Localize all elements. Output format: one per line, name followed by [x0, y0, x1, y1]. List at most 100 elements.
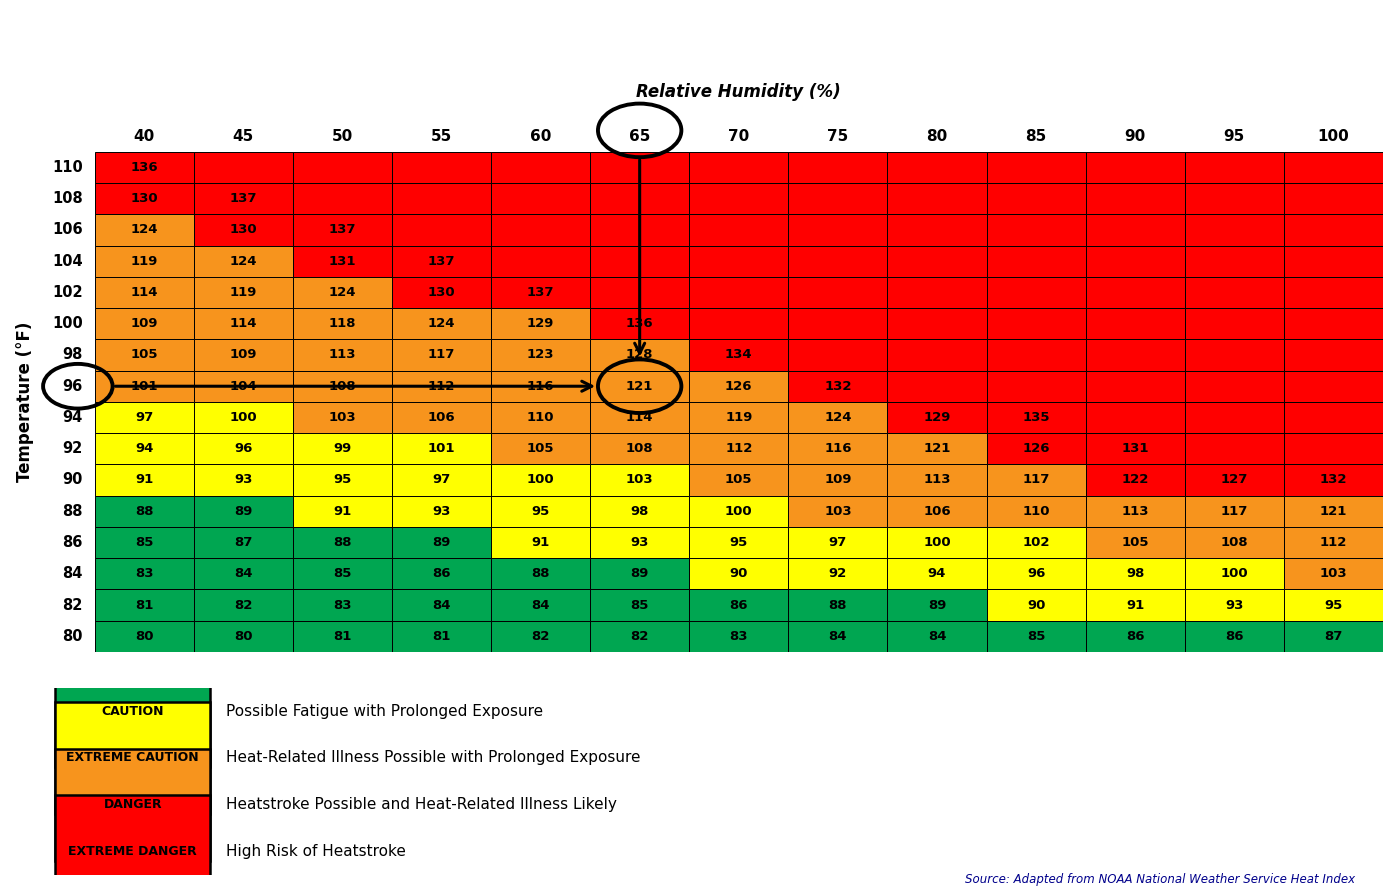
Text: 80: 80	[135, 630, 153, 643]
Text: 94: 94	[135, 442, 153, 455]
Bar	[1184, 433, 1284, 464]
Bar	[689, 402, 788, 433]
Text: 84: 84	[63, 566, 82, 581]
Text: 121: 121	[1319, 505, 1347, 518]
Text: 116: 116	[527, 380, 555, 393]
Bar	[293, 402, 392, 433]
Bar	[491, 496, 591, 527]
Bar	[95, 339, 193, 371]
Bar	[392, 339, 491, 371]
Text: 108: 108	[626, 442, 653, 455]
Bar	[193, 621, 293, 652]
Bar	[392, 214, 491, 246]
Bar	[95, 371, 193, 402]
Text: 104: 104	[229, 380, 257, 393]
Bar	[95, 183, 193, 214]
Bar	[591, 496, 689, 527]
Text: 90: 90	[1125, 129, 1145, 145]
Bar	[56, 702, 210, 814]
Bar	[293, 152, 392, 183]
Bar	[689, 496, 788, 527]
Text: 89: 89	[234, 505, 253, 518]
Bar	[788, 214, 887, 246]
Text: 92: 92	[828, 567, 847, 580]
Bar	[887, 308, 987, 339]
Text: 60: 60	[530, 129, 552, 145]
Bar	[95, 308, 193, 339]
Text: 137: 137	[527, 286, 555, 299]
Bar	[1184, 496, 1284, 527]
Text: 88: 88	[63, 504, 82, 519]
Text: 106: 106	[428, 411, 456, 424]
Text: 93: 93	[234, 473, 253, 487]
Bar	[591, 371, 689, 402]
Text: 87: 87	[234, 536, 253, 549]
Bar	[1284, 214, 1383, 246]
Bar	[293, 558, 392, 589]
Bar	[95, 214, 193, 246]
Text: 95: 95	[1223, 129, 1245, 145]
Bar	[591, 527, 689, 558]
Text: 130: 130	[229, 223, 257, 237]
Bar	[1086, 214, 1184, 246]
Bar	[95, 277, 193, 308]
Text: High Risk of Heatstroke: High Risk of Heatstroke	[227, 844, 406, 859]
Text: 100: 100	[923, 536, 951, 549]
Bar	[491, 433, 591, 464]
Bar	[1284, 496, 1383, 527]
Bar	[491, 183, 591, 214]
Bar	[491, 214, 591, 246]
Text: 95: 95	[531, 505, 549, 518]
Bar	[491, 339, 591, 371]
Text: 110: 110	[527, 411, 555, 424]
Text: 83: 83	[334, 598, 352, 612]
Text: 131: 131	[1122, 442, 1150, 455]
Bar	[1284, 246, 1383, 277]
Text: 97: 97	[135, 411, 153, 424]
Bar	[1284, 308, 1383, 339]
Bar	[193, 246, 293, 277]
Bar	[193, 214, 293, 246]
Bar	[591, 464, 689, 496]
Text: 122: 122	[1122, 473, 1150, 487]
Text: CAUTION: CAUTION	[101, 705, 164, 718]
Text: 96: 96	[63, 379, 82, 394]
Text: 129: 129	[923, 411, 951, 424]
Text: 80: 80	[926, 129, 948, 145]
Bar	[788, 621, 887, 652]
Bar	[193, 527, 293, 558]
Bar	[788, 246, 887, 277]
Bar	[591, 308, 689, 339]
Bar	[1184, 621, 1284, 652]
Bar	[293, 464, 392, 496]
Text: 100: 100	[229, 411, 257, 424]
Text: 105: 105	[1122, 536, 1150, 549]
Text: 127: 127	[1220, 473, 1248, 487]
Bar	[1184, 464, 1284, 496]
Text: 103: 103	[328, 411, 356, 424]
Bar	[491, 589, 591, 621]
Text: 91: 91	[334, 505, 352, 518]
Bar	[1086, 621, 1184, 652]
Bar	[788, 152, 887, 183]
Bar	[392, 371, 491, 402]
Text: 86: 86	[730, 598, 748, 612]
Bar	[788, 371, 887, 402]
Bar	[293, 433, 392, 464]
Text: 88: 88	[135, 505, 153, 518]
Text: 137: 137	[328, 223, 356, 237]
Bar	[193, 558, 293, 589]
Bar	[293, 371, 392, 402]
Bar	[1184, 589, 1284, 621]
Text: 113: 113	[1122, 505, 1150, 518]
Bar	[1086, 402, 1184, 433]
Text: 132: 132	[824, 380, 852, 393]
Bar	[887, 558, 987, 589]
Text: 94: 94	[929, 567, 947, 580]
Bar	[392, 277, 491, 308]
Text: 102: 102	[1023, 536, 1049, 549]
Text: 118: 118	[328, 317, 356, 330]
Text: 89: 89	[432, 536, 450, 549]
Text: 95: 95	[1325, 598, 1343, 612]
Bar	[1086, 464, 1184, 496]
